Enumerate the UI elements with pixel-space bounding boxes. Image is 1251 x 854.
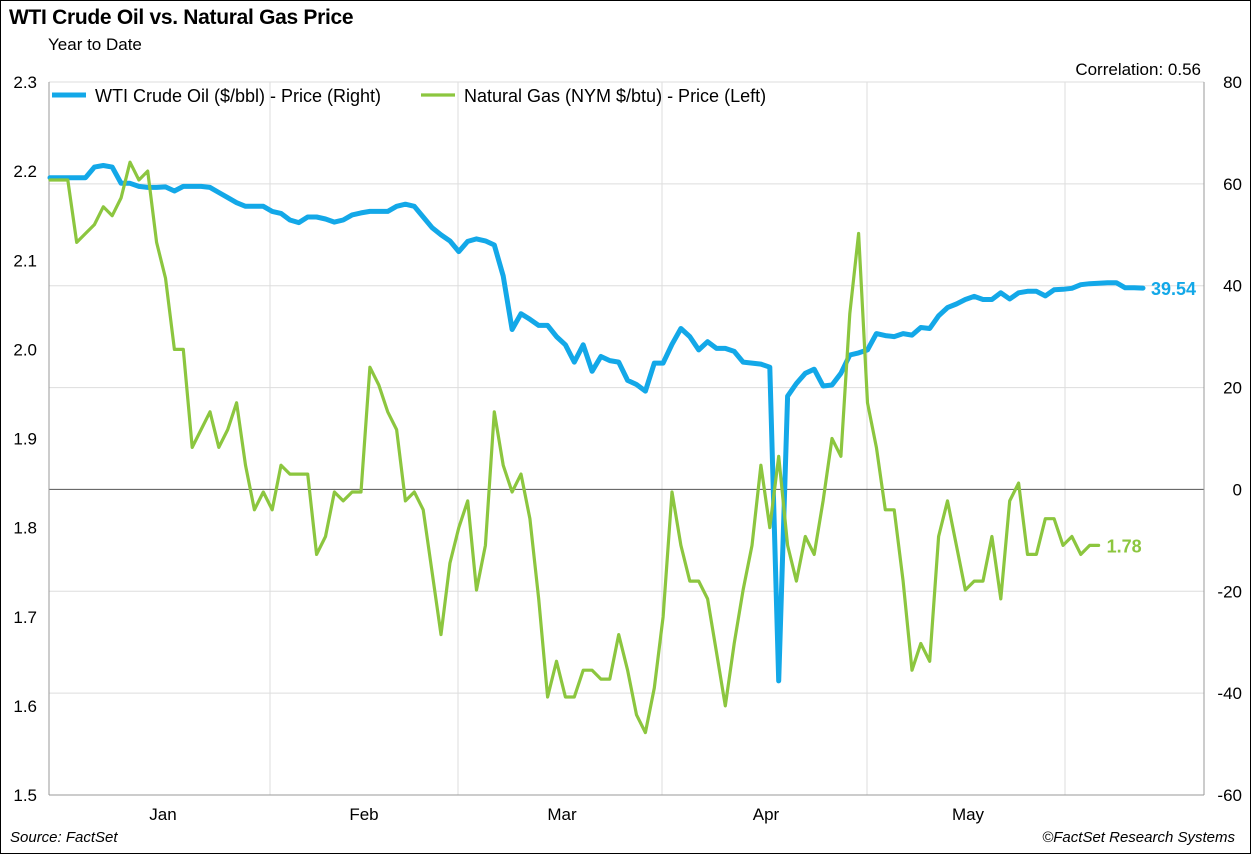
legend-label-natgas: Natural Gas (NYM $/btu) - Price (Left)	[464, 86, 766, 106]
end-label-wti: 39.54	[1151, 279, 1196, 299]
copyright-note: ©FactSet Research Systems	[1042, 829, 1235, 846]
left-tick-label: 2.1	[13, 251, 37, 270]
legend-label-wti: WTI Crude Oil ($/bbl) - Price (Right)	[95, 86, 381, 106]
x-tick-label: Jan	[149, 805, 176, 824]
right-tick-label: -40	[1217, 684, 1242, 703]
right-tick-label: 60	[1223, 175, 1242, 194]
right-tick-label: 20	[1223, 379, 1242, 398]
right-tick-label: 40	[1223, 277, 1242, 296]
right-tick-label: -60	[1217, 786, 1242, 805]
right-tick-label: 0	[1233, 480, 1242, 499]
left-tick-label: 1.6	[13, 697, 37, 716]
left-tick-label: 1.9	[13, 430, 37, 449]
right-tick-label: -20	[1217, 582, 1242, 601]
chart-title: WTI Crude Oil vs. Natural Gas Price	[9, 6, 354, 29]
left-tick-label: 1.5	[13, 786, 37, 805]
series-line-wti	[47, 163, 1146, 684]
source-note: Source: FactSet	[10, 829, 118, 846]
left-tick-label: 2.0	[13, 340, 37, 359]
x-tick-label: Feb	[349, 805, 378, 824]
left-tick-label: 1.7	[13, 608, 37, 627]
end-label-natgas: 1.78	[1107, 536, 1142, 556]
x-tick-label: Mar	[547, 805, 577, 824]
x-tick-label: Apr	[753, 805, 780, 824]
right-tick-label: 80	[1223, 73, 1242, 92]
left-tick-label: 1.8	[13, 519, 37, 538]
series-line-natgas	[48, 160, 1101, 735]
x-tick-label: May	[952, 805, 985, 824]
left-tick-label: 2.3	[13, 73, 37, 92]
chart-subtitle: Year to Date	[48, 35, 142, 54]
correlation-annotation: Correlation: 0.56	[1075, 60, 1201, 79]
left-tick-label: 2.2	[13, 162, 37, 181]
